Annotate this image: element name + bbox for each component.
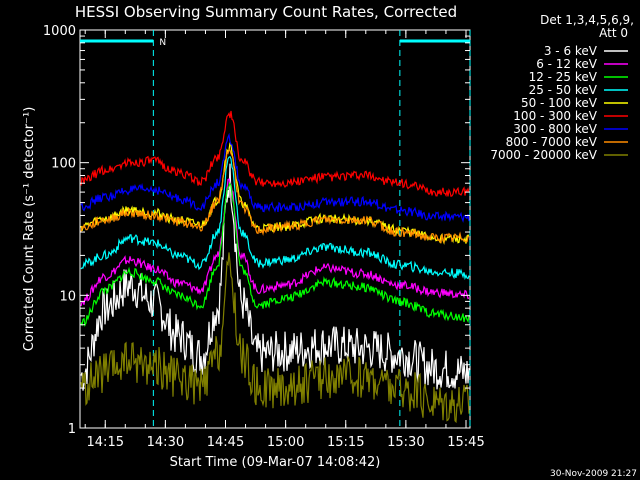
chart-title: HESSI Observing Summary Count Rates, Cor… [75, 3, 457, 21]
x-axis: 14:15 14:30 14:45 15:00 15:15 15:30 15:45 [84, 30, 485, 450]
series-line-6 [80, 132, 470, 223]
series-line-5 [80, 110, 470, 198]
legend-label: 12 - 25 keV [529, 70, 598, 84]
series-line-7 [80, 149, 470, 244]
plot-frame [79, 29, 471, 429]
legend-label: 6 - 12 keV [536, 57, 598, 71]
y-tick-label: 1 [68, 422, 76, 437]
x-axis-label: Start Time (09-Mar-07 14:08:42) [170, 455, 381, 470]
y-axis-label: Corrected Count Rate (s⁻¹ detector⁻¹) [22, 107, 37, 352]
y-tick-label: 1000 [43, 24, 76, 39]
legend-header-line-1: Det 1,3,4,5,6,9, [540, 13, 634, 27]
x-tick-label: 14:15 [87, 435, 124, 450]
y-tick-label: 100 [51, 157, 76, 172]
y-tick-label: 10 [59, 289, 76, 304]
legend-label: 25 - 50 keV [529, 83, 598, 97]
legend-label: 7000 - 20000 keV [490, 148, 597, 162]
legend-label: 100 - 300 keV [513, 109, 597, 123]
footer-date: 30-Nov-2009 21:27 [550, 469, 637, 479]
night-marker: N [159, 38, 166, 48]
x-tick-label: 15:45 [447, 435, 484, 450]
x-tick-label: 14:45 [207, 435, 244, 450]
x-tick-label: 14:30 [147, 435, 184, 450]
legend-label: 300 - 800 keV [513, 122, 597, 136]
x-tick-label: 15:15 [327, 435, 364, 450]
series-lines [80, 110, 470, 424]
series-line-0 [80, 163, 470, 391]
legend-header-line-2: Att 0 [599, 26, 628, 40]
series-line-2 [80, 181, 470, 328]
y-axis: 1 10 100 1000 [43, 24, 470, 437]
x-tick-label: 15:30 [387, 435, 424, 450]
x-tick-label: 15:00 [267, 435, 304, 450]
legend-label: 800 - 7000 keV [506, 135, 598, 149]
series-line-8 [80, 252, 470, 424]
series-line-1 [80, 178, 470, 307]
legend-label: 50 - 100 keV [521, 96, 598, 110]
legend-label: 3 - 6 keV [544, 44, 598, 58]
series-line-3 [80, 156, 470, 281]
